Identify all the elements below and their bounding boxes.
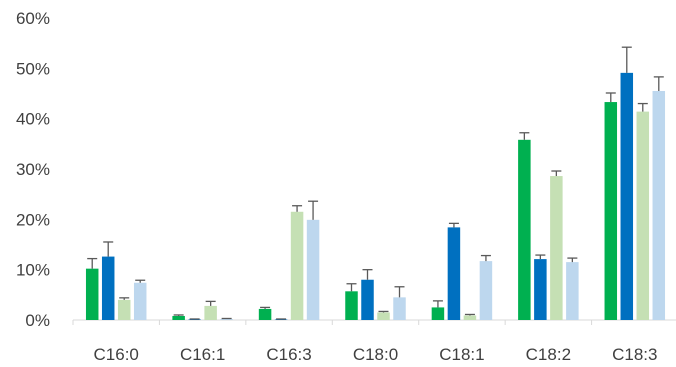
bar [534, 259, 547, 320]
bar [518, 140, 531, 320]
x-tick-label: C16:3 [266, 345, 311, 364]
bar [204, 306, 217, 320]
bar [102, 257, 115, 320]
bar [377, 312, 390, 320]
y-tick-label: 20% [16, 210, 50, 229]
bar [307, 220, 320, 320]
bar [432, 307, 445, 320]
bar [172, 316, 185, 320]
bar [259, 309, 272, 320]
y-tick-label: 50% [16, 59, 50, 78]
bar [86, 269, 99, 320]
y-tick-label: 40% [16, 110, 50, 129]
y-tick-label: 60% [16, 9, 50, 28]
bar [653, 91, 666, 320]
x-tick-label: C18:0 [353, 345, 398, 364]
x-tick-label: C18:3 [612, 345, 657, 364]
bar [550, 176, 563, 320]
bar [118, 300, 131, 320]
bar [345, 291, 358, 320]
bar [605, 102, 618, 320]
bar [637, 112, 650, 320]
bar [393, 297, 406, 320]
bar [566, 262, 579, 320]
x-axis-tick-labels: C16:0 C16:1 C16:3 C18:0 C18:1 C18:2 C18:3 [94, 345, 658, 364]
bar [220, 319, 233, 320]
bar [134, 283, 147, 320]
y-tick-label: 0% [25, 311, 50, 330]
bar [448, 227, 461, 320]
y-tick-label: 30% [16, 160, 50, 179]
bar-series [86, 73, 665, 320]
bar [361, 280, 374, 320]
x-tick-label: C16:1 [180, 345, 225, 364]
bar [464, 315, 477, 320]
bar [291, 212, 304, 320]
bar [480, 261, 493, 320]
x-tick-label: C18:2 [526, 345, 571, 364]
x-tick-label: C16:0 [94, 345, 139, 364]
y-tick-label: 10% [16, 261, 50, 280]
x-tick-label: C18:1 [439, 345, 484, 364]
axes [73, 320, 676, 325]
bar [621, 73, 634, 320]
y-axis-tick-labels: 0% 10% 20% 30% 40% 50% 60% [16, 9, 50, 330]
